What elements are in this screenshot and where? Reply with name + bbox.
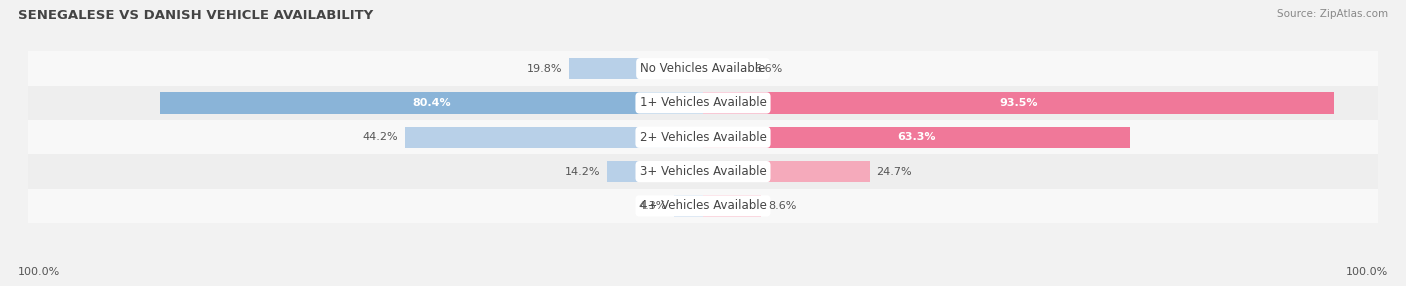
- Text: 100.0%: 100.0%: [1346, 267, 1388, 277]
- Text: 6.6%: 6.6%: [754, 64, 783, 74]
- Text: 1+ Vehicles Available: 1+ Vehicles Available: [640, 96, 766, 110]
- Bar: [673, 195, 703, 217]
- Text: 80.4%: 80.4%: [412, 98, 451, 108]
- Text: 4+ Vehicles Available: 4+ Vehicles Available: [640, 199, 766, 212]
- Bar: [405, 127, 703, 148]
- Bar: [28, 86, 1378, 120]
- Text: 4.3%: 4.3%: [638, 201, 668, 211]
- Text: 2+ Vehicles Available: 2+ Vehicles Available: [640, 131, 766, 144]
- Bar: [28, 120, 1378, 154]
- Bar: [703, 92, 1334, 114]
- Text: 63.3%: 63.3%: [897, 132, 936, 142]
- Bar: [607, 161, 703, 182]
- Text: SENEGALESE VS DANISH VEHICLE AVAILABILITY: SENEGALESE VS DANISH VEHICLE AVAILABILIT…: [18, 9, 374, 21]
- Bar: [28, 189, 1378, 223]
- Text: 100.0%: 100.0%: [18, 267, 60, 277]
- Bar: [703, 195, 761, 217]
- Text: No Vehicles Available: No Vehicles Available: [640, 62, 766, 75]
- Bar: [160, 92, 703, 114]
- Text: 24.7%: 24.7%: [876, 167, 912, 176]
- Text: 8.6%: 8.6%: [768, 201, 796, 211]
- Bar: [703, 127, 1130, 148]
- Text: Source: ZipAtlas.com: Source: ZipAtlas.com: [1277, 9, 1388, 19]
- Bar: [703, 58, 748, 79]
- Text: 19.8%: 19.8%: [527, 64, 562, 74]
- Text: 44.2%: 44.2%: [363, 132, 398, 142]
- Bar: [28, 154, 1378, 189]
- Text: 3+ Vehicles Available: 3+ Vehicles Available: [640, 165, 766, 178]
- Bar: [569, 58, 703, 79]
- Bar: [28, 51, 1378, 86]
- Bar: [703, 161, 870, 182]
- Text: 14.2%: 14.2%: [565, 167, 600, 176]
- Text: 93.5%: 93.5%: [1000, 98, 1038, 108]
